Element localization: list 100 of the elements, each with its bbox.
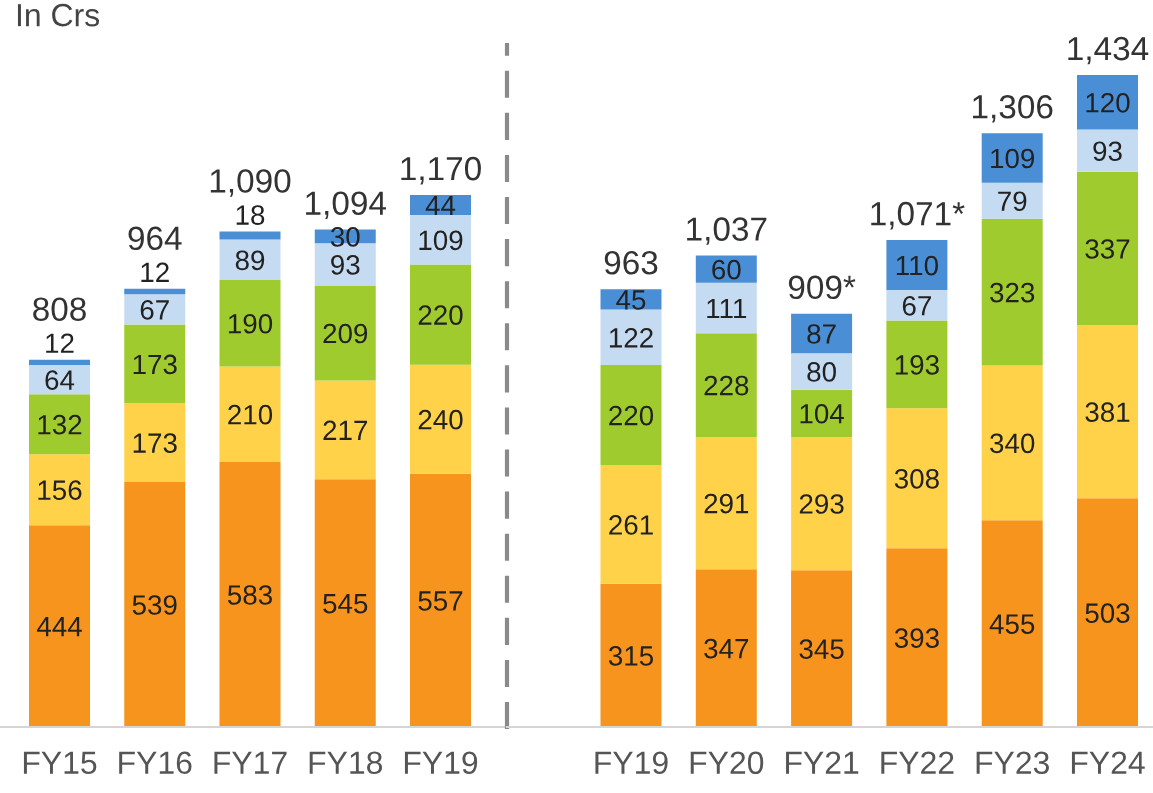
- bar: [410, 215, 471, 265]
- data-label: 67: [140, 300, 169, 320]
- data-label: 109: [419, 230, 463, 251]
- data-label: 323: [990, 282, 1035, 303]
- data-label: 381: [1085, 402, 1130, 423]
- data-label: 539: [132, 595, 177, 615]
- x-tick-label: FY15: [23, 751, 97, 775]
- data-label: 557: [418, 591, 463, 611]
- data-label: 104: [800, 403, 844, 424]
- data-label: 87: [807, 324, 836, 344]
- bar: [886, 240, 948, 291]
- bar: [1077, 498, 1138, 727]
- bar: [981, 218, 1043, 366]
- total-label: 1,037: [687, 217, 767, 245]
- x-tick-label: FY20: [690, 751, 764, 775]
- x-tick-label: FY21: [786, 751, 859, 774]
- data-label: 337: [1085, 239, 1130, 259]
- bar: [695, 282, 757, 334]
- data-label: 210: [228, 404, 273, 425]
- bar: [791, 570, 853, 727]
- data-label: 110: [896, 255, 938, 276]
- data-label: 345: [799, 639, 844, 659]
- bar: [124, 288, 186, 295]
- bar: [29, 525, 90, 727]
- total-label: 1,094: [306, 191, 386, 219]
- bar: [695, 436, 757, 570]
- y-axis-title: In Crs: [17, 3, 100, 27]
- data-label: 45: [616, 290, 646, 310]
- data-label: 308: [894, 468, 939, 489]
- data-label: 393: [894, 628, 939, 648]
- bar: [1077, 129, 1138, 172]
- data-label: 173: [133, 433, 177, 453]
- bar: [410, 473, 471, 727]
- bar: [219, 366, 281, 462]
- total-label: 963: [604, 250, 658, 275]
- bar: [695, 333, 757, 437]
- bar: [791, 389, 853, 437]
- bar: [981, 133, 1043, 183]
- x-tick-label: FY18: [309, 751, 383, 775]
- data-label: 67: [902, 295, 931, 316]
- bar: [886, 548, 948, 727]
- bar: [1077, 325, 1138, 499]
- data-label: 347: [704, 638, 749, 659]
- data-label: 228: [704, 375, 749, 396]
- bar: [124, 294, 186, 325]
- x-tick-label: FY16: [119, 751, 192, 775]
- data-label: 220: [609, 405, 654, 426]
- total-label: 1,090: [210, 169, 291, 197]
- bar: [219, 461, 281, 727]
- data-label: 109: [991, 148, 1035, 169]
- data-label: 217: [323, 420, 368, 440]
- data-label: 293: [799, 494, 844, 514]
- total-label: 1,434: [1068, 36, 1149, 65]
- total-label: 808: [33, 297, 86, 322]
- bar: [314, 380, 376, 480]
- bar: [219, 231, 281, 240]
- bar: [791, 313, 853, 354]
- bar: [695, 569, 757, 727]
- bar: [886, 408, 948, 549]
- bar: [29, 359, 90, 366]
- total-label: 964: [128, 226, 182, 251]
- data-label: 315: [608, 646, 654, 666]
- data-label: 93: [1093, 141, 1122, 162]
- bar: [981, 365, 1043, 521]
- data-label: 240: [418, 409, 463, 430]
- data-label: 291: [704, 493, 749, 514]
- data-label: 79: [998, 191, 1027, 212]
- data-label: 545: [323, 594, 368, 614]
- data-label: 132: [38, 414, 82, 435]
- total-label: 909*: [788, 275, 856, 300]
- data-label: 64: [45, 370, 75, 390]
- data-label: 220: [418, 305, 463, 325]
- total-label: 1,170: [401, 156, 481, 185]
- bar: [219, 239, 281, 281]
- x-tick-label: FY17: [214, 751, 287, 774]
- data-label: 583: [227, 585, 272, 605]
- data-label: 44: [425, 196, 456, 216]
- data-label: 30: [330, 227, 360, 247]
- bar: [981, 520, 1043, 727]
- bar: [600, 365, 662, 466]
- data-label: 209: [323, 323, 368, 344]
- total-label: 1,306: [973, 95, 1053, 123]
- bar: [600, 465, 662, 584]
- data-label: 12: [141, 262, 169, 282]
- bar: [1077, 75, 1138, 130]
- data-label: 261: [609, 515, 653, 535]
- bar: [410, 364, 471, 474]
- data-label: 93: [331, 255, 360, 275]
- data-label: 60: [712, 259, 741, 280]
- bar: [314, 479, 376, 727]
- bar: [1077, 171, 1138, 326]
- data-label: 12: [46, 333, 74, 353]
- data-label: 340: [990, 433, 1035, 454]
- data-label: 444: [36, 617, 82, 637]
- bar: [124, 481, 186, 727]
- bar: [981, 182, 1043, 219]
- bar: [410, 264, 471, 365]
- bar: [124, 324, 186, 404]
- x-tick-label: FY19: [595, 751, 668, 775]
- bar: [886, 320, 948, 409]
